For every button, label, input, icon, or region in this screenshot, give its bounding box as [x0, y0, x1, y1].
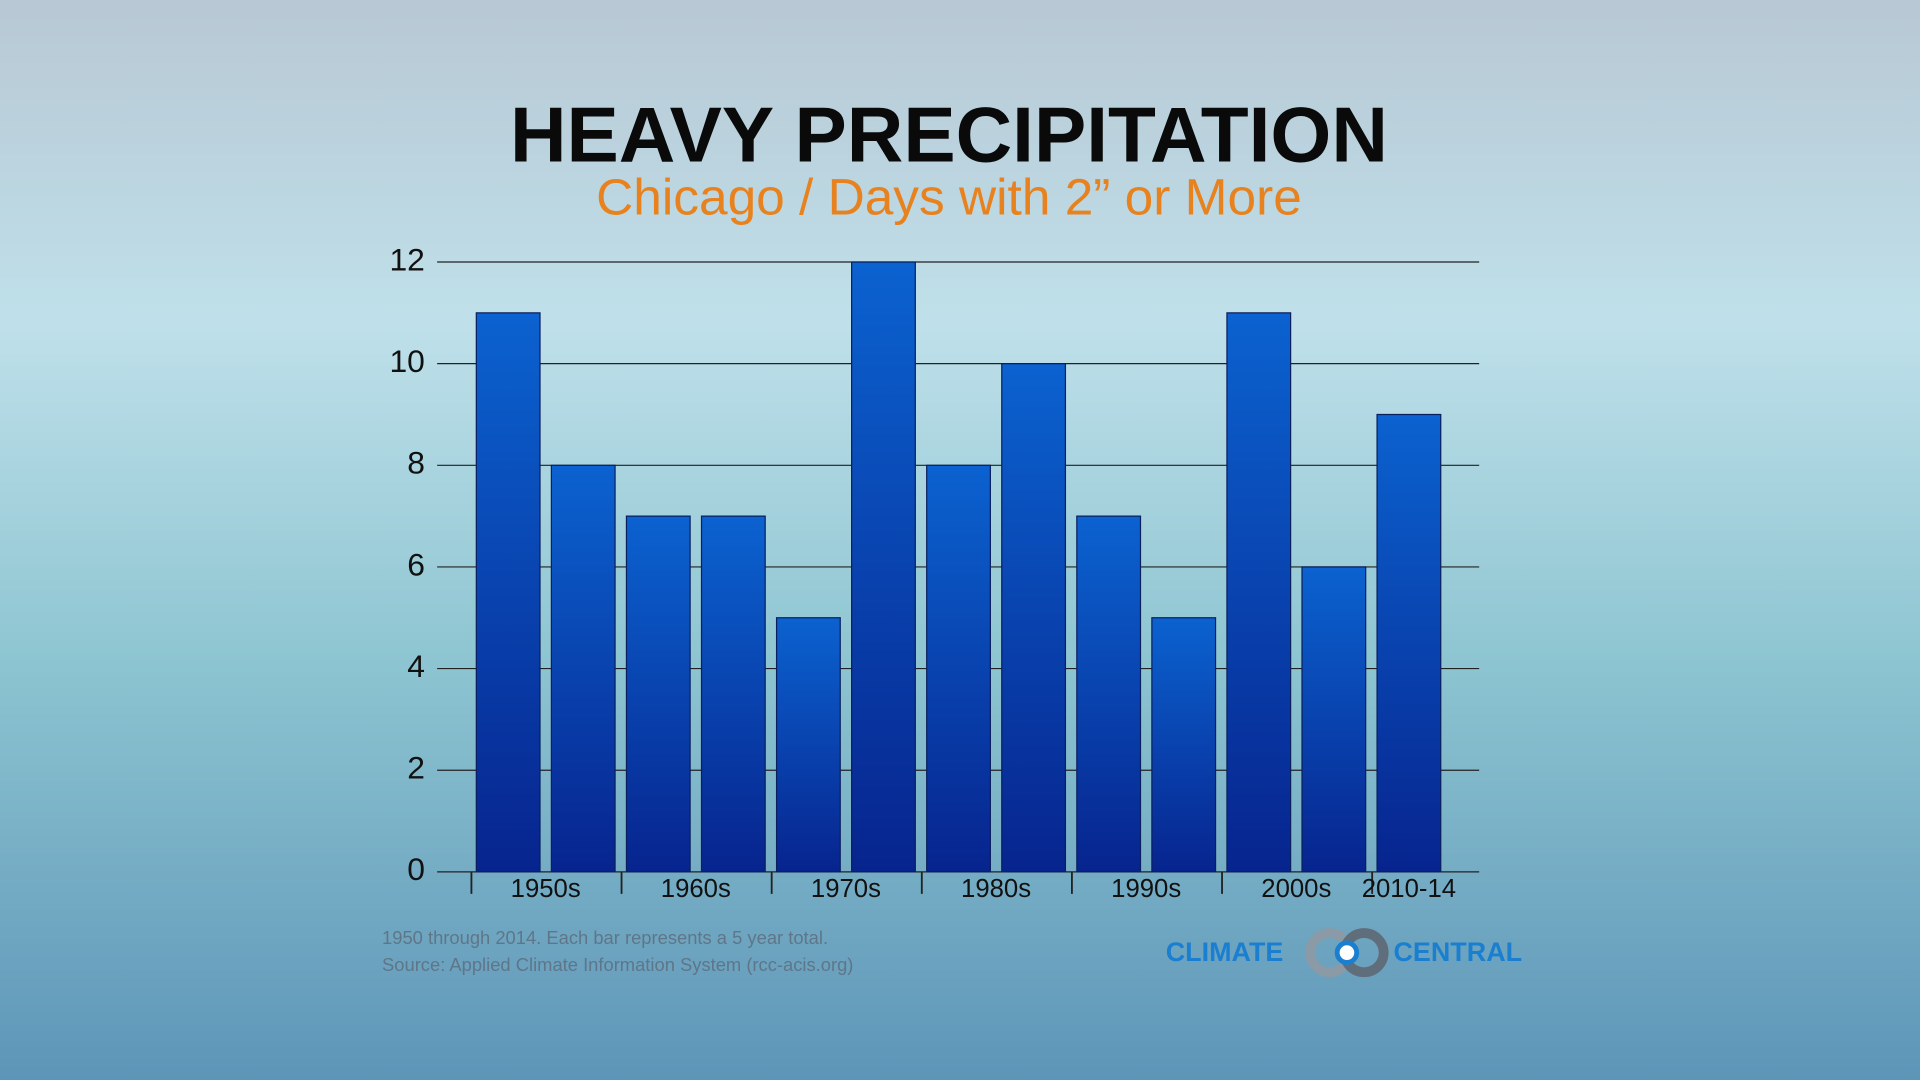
- bar: [1151, 617, 1217, 873]
- bar: [700, 515, 766, 873]
- x-tick-label: 2010-14: [1362, 875, 1456, 903]
- note: 1950 through 2014. Each bar represents a…: [382, 927, 828, 948]
- bar: [1301, 566, 1367, 873]
- bar: [775, 617, 841, 873]
- x-tick-label: 1950s: [511, 875, 581, 903]
- x-tick-label: 1970s: [811, 875, 881, 903]
- y-tick-label: 4: [407, 648, 425, 684]
- bar: [1376, 413, 1442, 873]
- x-tick-label: 2000s: [1261, 875, 1331, 903]
- bar: [851, 261, 916, 873]
- bar: [926, 464, 991, 873]
- note: Source: Applied Climate Information Syst…: [382, 954, 853, 975]
- logo-text: CLIMATE: [1166, 937, 1284, 967]
- y-tick-label: 0: [407, 851, 425, 887]
- chart-subtitle: Chicago / Days with 2” or More: [596, 167, 1302, 225]
- y-tick-label: 2: [407, 750, 425, 786]
- x-tick-label: 1980s: [961, 875, 1031, 903]
- bar: [550, 464, 616, 873]
- x-tick-label: 1960s: [661, 875, 731, 903]
- chart-title: HEAVY PRECIPITATION: [510, 91, 1388, 179]
- logo-icon: [1305, 928, 1389, 978]
- y-tick-label: 12: [389, 241, 424, 277]
- bar: [475, 312, 541, 873]
- bar: [1001, 363, 1067, 873]
- bar: [625, 515, 691, 873]
- y-tick-label: 6: [407, 546, 425, 582]
- y-tick-label: 8: [407, 445, 425, 481]
- logo-text: CENTRAL: [1393, 937, 1522, 967]
- x-tick-label: 1990s: [1111, 875, 1181, 903]
- bar: [1076, 515, 1142, 873]
- y-tick-label: 10: [389, 343, 424, 379]
- bar: [1226, 312, 1292, 873]
